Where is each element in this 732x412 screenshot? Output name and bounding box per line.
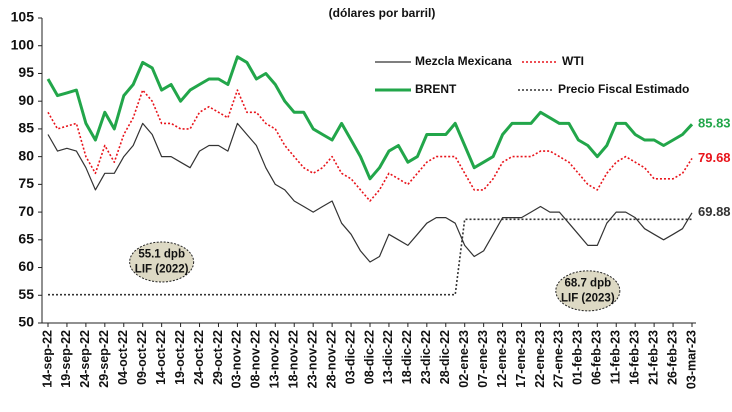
x-tick-label: 08-dic-22 [362, 330, 376, 384]
y-tick-label: 85 [18, 120, 34, 136]
x-tick-label: 14-oct-22 [154, 330, 168, 385]
x-tick-label: 24-sep-22 [78, 330, 92, 388]
x-tick-label: 26-feb-23 [665, 330, 679, 385]
x-tick-label: 23-nov-22 [305, 330, 319, 388]
x-tick-label: 28-dic-22 [438, 330, 452, 384]
x-tick-label: 19-sep-22 [59, 330, 73, 388]
y-tick-label: 70 [18, 203, 34, 219]
legend-label: Precio Fiscal Estimado [558, 82, 689, 96]
x-tick-label: 06-feb-23 [590, 330, 604, 385]
x-tick-label: 09-oct-22 [135, 330, 149, 385]
x-tick-label: 04-oct-22 [116, 330, 130, 385]
x-tick-label: 28-nov-22 [324, 330, 338, 388]
y-tick-label: 95 [18, 64, 34, 80]
legend-label: Mezcla Mexicana [415, 54, 512, 68]
y-tick-label: 65 [18, 231, 34, 247]
end-value-label: 69.88 [698, 204, 731, 219]
x-tick-label: 21-feb-23 [646, 330, 660, 385]
series-line [46, 55, 694, 181]
annotation-bubble [555, 270, 621, 312]
x-tick-label: 03-dic-22 [343, 330, 357, 384]
y-tick-label: 75 [18, 175, 34, 191]
y-tick-label: 50 [18, 314, 34, 330]
chart-subtitle: (dólares por barril) [329, 6, 436, 20]
y-tick-label: 80 [18, 147, 34, 163]
x-tick-label: 17-ene-23 [514, 330, 528, 388]
series-line [47, 89, 693, 202]
x-tick-label: 27-ene-23 [552, 330, 566, 388]
y-tick-label: 60 [18, 258, 34, 274]
x-tick-label: 23-dic-22 [419, 330, 433, 384]
legend-label: WTI [562, 54, 584, 68]
y-tick-label: 55 [18, 286, 34, 302]
annotation-text: LIF (2022) [135, 264, 189, 276]
y-tick-label: 100 [11, 36, 35, 52]
x-tick-label: 24-oct-22 [192, 330, 206, 385]
x-tick-label: 19-oct-22 [173, 330, 187, 385]
x-tick-label: 29-sep-22 [97, 330, 111, 388]
annotation-text: LIF (2023) [561, 292, 615, 304]
series-line [47, 122, 693, 263]
x-tick-label: 14-sep-22 [40, 330, 54, 388]
x-tick-label: 01-feb-23 [571, 330, 585, 385]
end-value-label: 79.68 [698, 150, 731, 165]
x-tick-label: 13-dic-22 [381, 330, 395, 384]
x-tick-label: 02-ene-23 [457, 330, 471, 388]
x-tick-label: 11-feb-23 [609, 330, 623, 384]
y-tick-label: 105 [11, 9, 35, 25]
x-tick-label: 12-ene-23 [495, 330, 509, 388]
series-line [48, 218, 692, 296]
y-tick-label: 90 [18, 92, 34, 108]
x-tick-label: 22-ene-23 [533, 330, 547, 388]
annotation-text: 55.1 dpb [138, 249, 185, 261]
x-tick-label: 08-nov-22 [249, 330, 263, 388]
x-tick-label: 16-feb-23 [627, 330, 641, 385]
end-value-label: 85.83 [698, 116, 731, 131]
x-tick-label: 13-nov-22 [268, 330, 282, 388]
x-tick-label: 18-dic-22 [400, 330, 414, 384]
x-tick-label: 07-ene-23 [476, 330, 490, 388]
x-tick-label: 03-nov-22 [230, 330, 244, 388]
annotation-bubble [129, 241, 195, 283]
x-tick-label: 29-oct-22 [211, 330, 225, 385]
annotation-text: 68.7 dpb [564, 277, 611, 289]
x-tick-label: 03-mar-23 [684, 330, 698, 389]
legend-label: BRENT [415, 82, 457, 96]
x-tick-label: 18-nov-22 [287, 330, 301, 388]
